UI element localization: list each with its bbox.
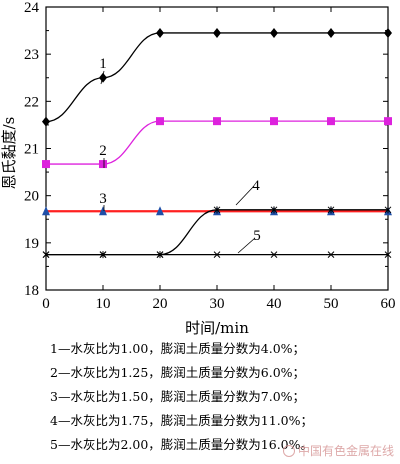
data-point [213,27,221,38]
series-label-3: 3 [99,191,107,207]
y-tick-label: 23 [24,47,39,63]
data-point [42,160,50,169]
watermark-logo-icon [282,445,295,457]
series-label-4: 4 [252,178,260,194]
y-tick-label: 18 [24,283,39,299]
data-point [42,116,50,127]
data-point [327,251,335,258]
data-point [213,206,221,214]
series-label-leader [235,185,255,206]
data-point [99,206,107,216]
data-point [270,206,278,214]
legend-line-3: 3—水灰比为1.50，膨润土质量分数为7.0%； [50,389,306,404]
series-label-5: 5 [253,228,261,244]
watermark: 中国有色金属在线 [282,442,394,459]
data-point [156,27,164,38]
legend-line-1: 1—水灰比为1.00，膨润土质量分数为4.0%； [50,341,306,356]
data-point [384,251,392,258]
watermark-text: 中国有色金属在线 [297,444,394,458]
data-point [99,251,107,258]
y-tick-label: 20 [24,189,39,205]
x-axis-label: 时间/min [185,319,249,337]
y-axis-label: 恩氏黏度/s [0,117,18,190]
data-point [156,117,164,126]
data-point [327,117,335,126]
x-tick-label: 0 [42,296,50,312]
series-line [46,120,388,165]
data-point [327,206,335,214]
x-tick-label: 50 [324,296,339,312]
series-layer: 1 2 3 4 5 [42,27,392,259]
plot-frame [45,6,389,291]
data-point [213,251,221,258]
data-point [156,251,164,258]
data-point [42,251,50,258]
series-1 [42,27,392,127]
series-line [45,32,388,123]
data-point [384,206,392,214]
data-point [384,117,392,126]
series-label-leader [100,70,105,85]
x-tick-label: 40 [267,296,282,312]
y-tick-label: 21 [24,142,39,158]
x-tick-label: 10 [96,296,111,312]
series-label-1: 1 [99,56,107,72]
legend-line-5: 5—水灰比为2.00，膨润土质量分数为16.0%。 [50,437,313,452]
x-tick-label: 60 [381,296,396,312]
legend-line-2: 2—水灰比为1.25，膨润土质量分数为6.0%； [50,365,306,380]
data-point [156,206,164,216]
y-tick-label: 24 [24,0,40,16]
series-2 [42,117,392,169]
y-tick-label: 19 [24,236,39,252]
legend-line-4: 4—水灰比为1.75，膨润土质量分数为11.0%； [50,413,313,428]
x-tick-label: 30 [210,296,225,312]
series-label-leader [237,237,256,254]
data-point [99,160,107,169]
data-point [270,117,278,126]
data-point [384,27,392,38]
data-point [327,27,335,38]
data-point [42,206,50,216]
x-tick-label: 20 [153,296,168,312]
series-5 [42,251,392,258]
data-point [270,251,278,258]
data-point [213,117,221,126]
data-point [270,27,278,38]
series-line [46,209,388,256]
series-label-2: 2 [99,143,107,159]
data-point [99,72,107,83]
y-tick-label: 22 [24,94,39,110]
